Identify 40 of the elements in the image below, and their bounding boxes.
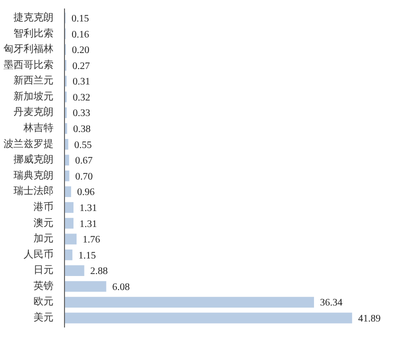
data-label: 1.15	[78, 250, 96, 262]
y-tick-label: 瑞士法郎	[14, 185, 54, 198]
y-tick-label: 新加坡元	[14, 90, 54, 102]
data-label: 0.38	[73, 124, 91, 136]
data-label: 36.34	[320, 298, 343, 309]
data-label: 0.55	[74, 140, 92, 151]
data-label: 1.31	[79, 218, 97, 230]
y-tick-label: 澳元	[34, 216, 54, 229]
data-label: 2.88	[90, 266, 108, 278]
y-tick-label: 捷克克朗	[14, 11, 54, 24]
data-label: 0.67	[75, 156, 93, 167]
y-tick-label: 日元	[34, 265, 54, 276]
data-label: 0.70	[75, 171, 93, 182]
y-tick-label: 人民币	[24, 248, 54, 260]
data-label: 0.16	[72, 29, 90, 40]
y-tick-label: 新西兰元	[14, 74, 54, 87]
data-label: 0.32	[72, 92, 90, 104]
y-tick-label: 港币	[34, 200, 54, 213]
data-label: 1.76	[82, 234, 100, 246]
y-tick-label: 美元	[34, 312, 54, 324]
data-label: 0.33	[72, 108, 90, 120]
y-tick-label: 智利比索	[14, 27, 54, 40]
data-label: 6.08	[112, 282, 130, 293]
y-tick-label: 加元	[34, 232, 54, 245]
y-tick-label: 匈牙利福林	[4, 43, 54, 56]
y-tick-label: 挪威克朗	[14, 154, 54, 166]
y-tick-label: 英镑	[34, 280, 54, 292]
y-tick-label: 欧元	[34, 296, 54, 308]
data-label: 41.89	[358, 314, 381, 325]
data-label: 0.27	[72, 60, 90, 72]
data-label: 0.31	[72, 76, 90, 88]
data-label: 0.96	[77, 187, 95, 198]
y-tick-label: 墨西哥比索	[4, 58, 54, 71]
data-label: 1.31	[79, 202, 97, 214]
y-tick-label: 瑞典克朗	[14, 169, 54, 182]
y-tick-label: 丹麦克朗	[14, 106, 54, 118]
data-label: 0.20	[72, 45, 90, 56]
y-tick-label: 林吉特	[22, 122, 54, 134]
data-label: 0.15	[72, 13, 90, 24]
y-tick-label: 波兰兹罗提	[4, 138, 54, 150]
